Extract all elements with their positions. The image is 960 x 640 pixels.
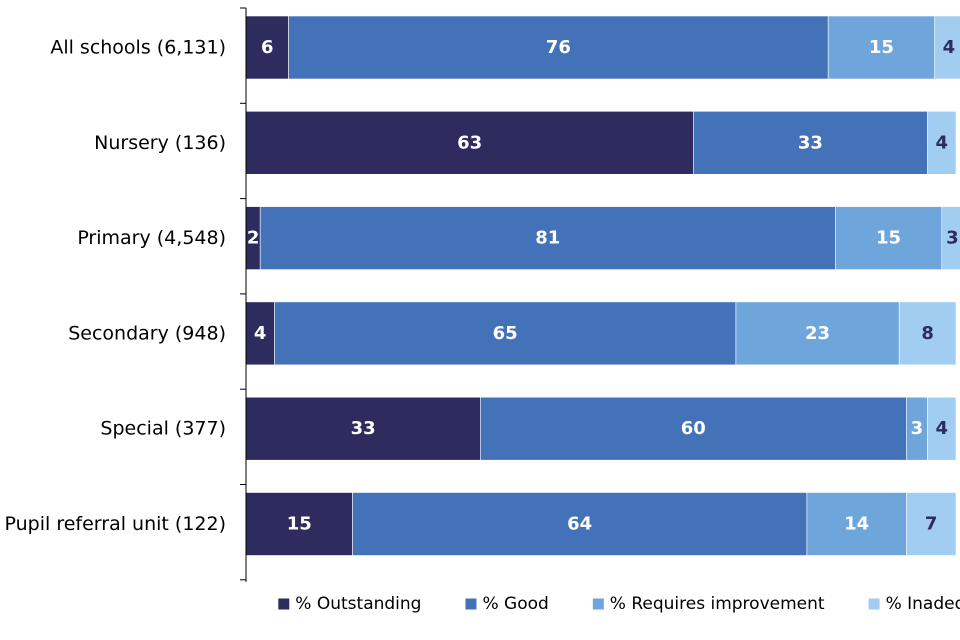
data-label-good-all-schools-6-131: 76 xyxy=(546,37,571,58)
data-label-outstanding-primary-4-548: 2 xyxy=(247,228,260,249)
bar-inadequate-pupil-referral-unit-122 xyxy=(905,492,957,556)
bar-outstanding-special-377 xyxy=(245,396,481,461)
bar-inadequate-primary-4-548 xyxy=(941,206,960,270)
y-axis-ticks xyxy=(240,7,246,581)
data-label-requires-improvement-primary-4-548: 15 xyxy=(876,228,901,249)
data-label-inadequate-nursery-136: 4 xyxy=(936,132,949,153)
bar-inadequate-special-377 xyxy=(927,396,957,461)
data-label-good-pupil-referral-unit-122: 64 xyxy=(567,514,592,535)
bars-layer: 6 76 15 463 33 42 81 15 34 65 23 833 60 3 415 64 14 7 xyxy=(245,15,960,556)
legend-swatch-good xyxy=(465,598,477,610)
category-label-nursery-136: Nursery (136) xyxy=(94,132,226,154)
bar-good-pupil-referral-unit-122 xyxy=(352,492,808,556)
bar-good-special-377 xyxy=(479,396,907,461)
category-labels: All schools (6,131) Nursery (136) Primary … xyxy=(5,37,226,536)
category-label-pupil-referral-unit-122: Pupil referral unit (122) xyxy=(5,513,226,535)
bar-good-nursery-136 xyxy=(692,111,928,175)
legend-label-outstanding: % Outstanding xyxy=(295,594,421,614)
legend-swatch-outstanding xyxy=(278,598,290,610)
data-label-outstanding-pupil-referral-unit-122: 15 xyxy=(287,514,312,535)
data-label-inadequate-primary-4-548: 3 xyxy=(946,228,959,249)
bar-outstanding-all-schools-6-131 xyxy=(245,15,289,80)
data-label-inadequate-secondary-948: 8 xyxy=(921,323,934,344)
data-label-inadequate-special-377: 4 xyxy=(936,418,949,439)
legend-label-good: % Good xyxy=(482,594,548,614)
bar-good-all-schools-6-131 xyxy=(288,15,829,80)
category-label-primary-4-548: Primary (4,548) xyxy=(77,227,226,249)
bar-good-primary-4-548 xyxy=(259,206,836,270)
bar-requires-improvement-primary-4-548 xyxy=(834,206,943,270)
legend-swatch-requires-improvement xyxy=(592,598,604,610)
bar-requires-improvement-all-schools-6-131 xyxy=(827,15,936,80)
data-label-outstanding-secondary-948: 4 xyxy=(254,323,267,344)
category-label-secondary-948: Secondary (948) xyxy=(68,322,226,344)
bar-outstanding-pupil-referral-unit-122 xyxy=(245,492,353,556)
data-label-outstanding-nursery-136: 63 xyxy=(457,132,482,153)
bar-requires-improvement-pupil-referral-unit-122 xyxy=(806,492,907,556)
legend-label-requires-improvement: % Requires improvement xyxy=(610,594,825,614)
legend-item-inadequate: % Inadequate xyxy=(868,594,960,614)
legend-label-inadequate: % Inadequate xyxy=(886,594,960,614)
legend-swatch-inadequate xyxy=(868,598,880,610)
data-label-good-nursery-136: 33 xyxy=(798,132,823,153)
data-label-good-primary-4-548: 81 xyxy=(535,228,560,249)
legend-item-good: % Good xyxy=(465,594,549,614)
bar-good-secondary-948 xyxy=(274,301,737,366)
bar-inadequate-secondary-948 xyxy=(898,301,957,366)
bar-outstanding-secondary-948 xyxy=(245,301,275,366)
bar-inadequate-nursery-136 xyxy=(927,111,957,175)
legend-item-outstanding: % Outstanding xyxy=(278,594,421,614)
data-label-requires-improvement-pupil-referral-unit-122: 14 xyxy=(844,514,869,535)
bar-inadequate-all-schools-6-131 xyxy=(934,15,960,80)
data-label-inadequate-pupil-referral-unit-122: 7 xyxy=(925,514,938,535)
data-label-good-secondary-948: 65 xyxy=(493,323,518,344)
data-label-good-special-377: 60 xyxy=(681,418,706,439)
category-label-all-schools-6-131: All schools (6,131) xyxy=(50,37,226,59)
category-label-special-377: Special (377) xyxy=(100,418,226,440)
legend: % Outstanding % Good % Requires improvemen… xyxy=(278,594,960,614)
data-label-requires-improvement-special-377: 3 xyxy=(911,418,924,439)
bar-requires-improvement-secondary-948 xyxy=(735,301,900,366)
data-label-outstanding-special-377: 33 xyxy=(351,418,376,439)
bar-outstanding-nursery-136 xyxy=(245,111,694,175)
data-label-requires-improvement-all-schools-6-131: 15 xyxy=(869,37,894,58)
data-label-outstanding-all-schools-6-131: 6 xyxy=(261,37,274,58)
legend-item-requires-improvement: % Requires improvement xyxy=(592,594,825,614)
data-label-requires-improvement-secondary-948: 23 xyxy=(805,323,830,344)
data-label-inadequate-all-schools-6-131: 4 xyxy=(943,37,956,58)
